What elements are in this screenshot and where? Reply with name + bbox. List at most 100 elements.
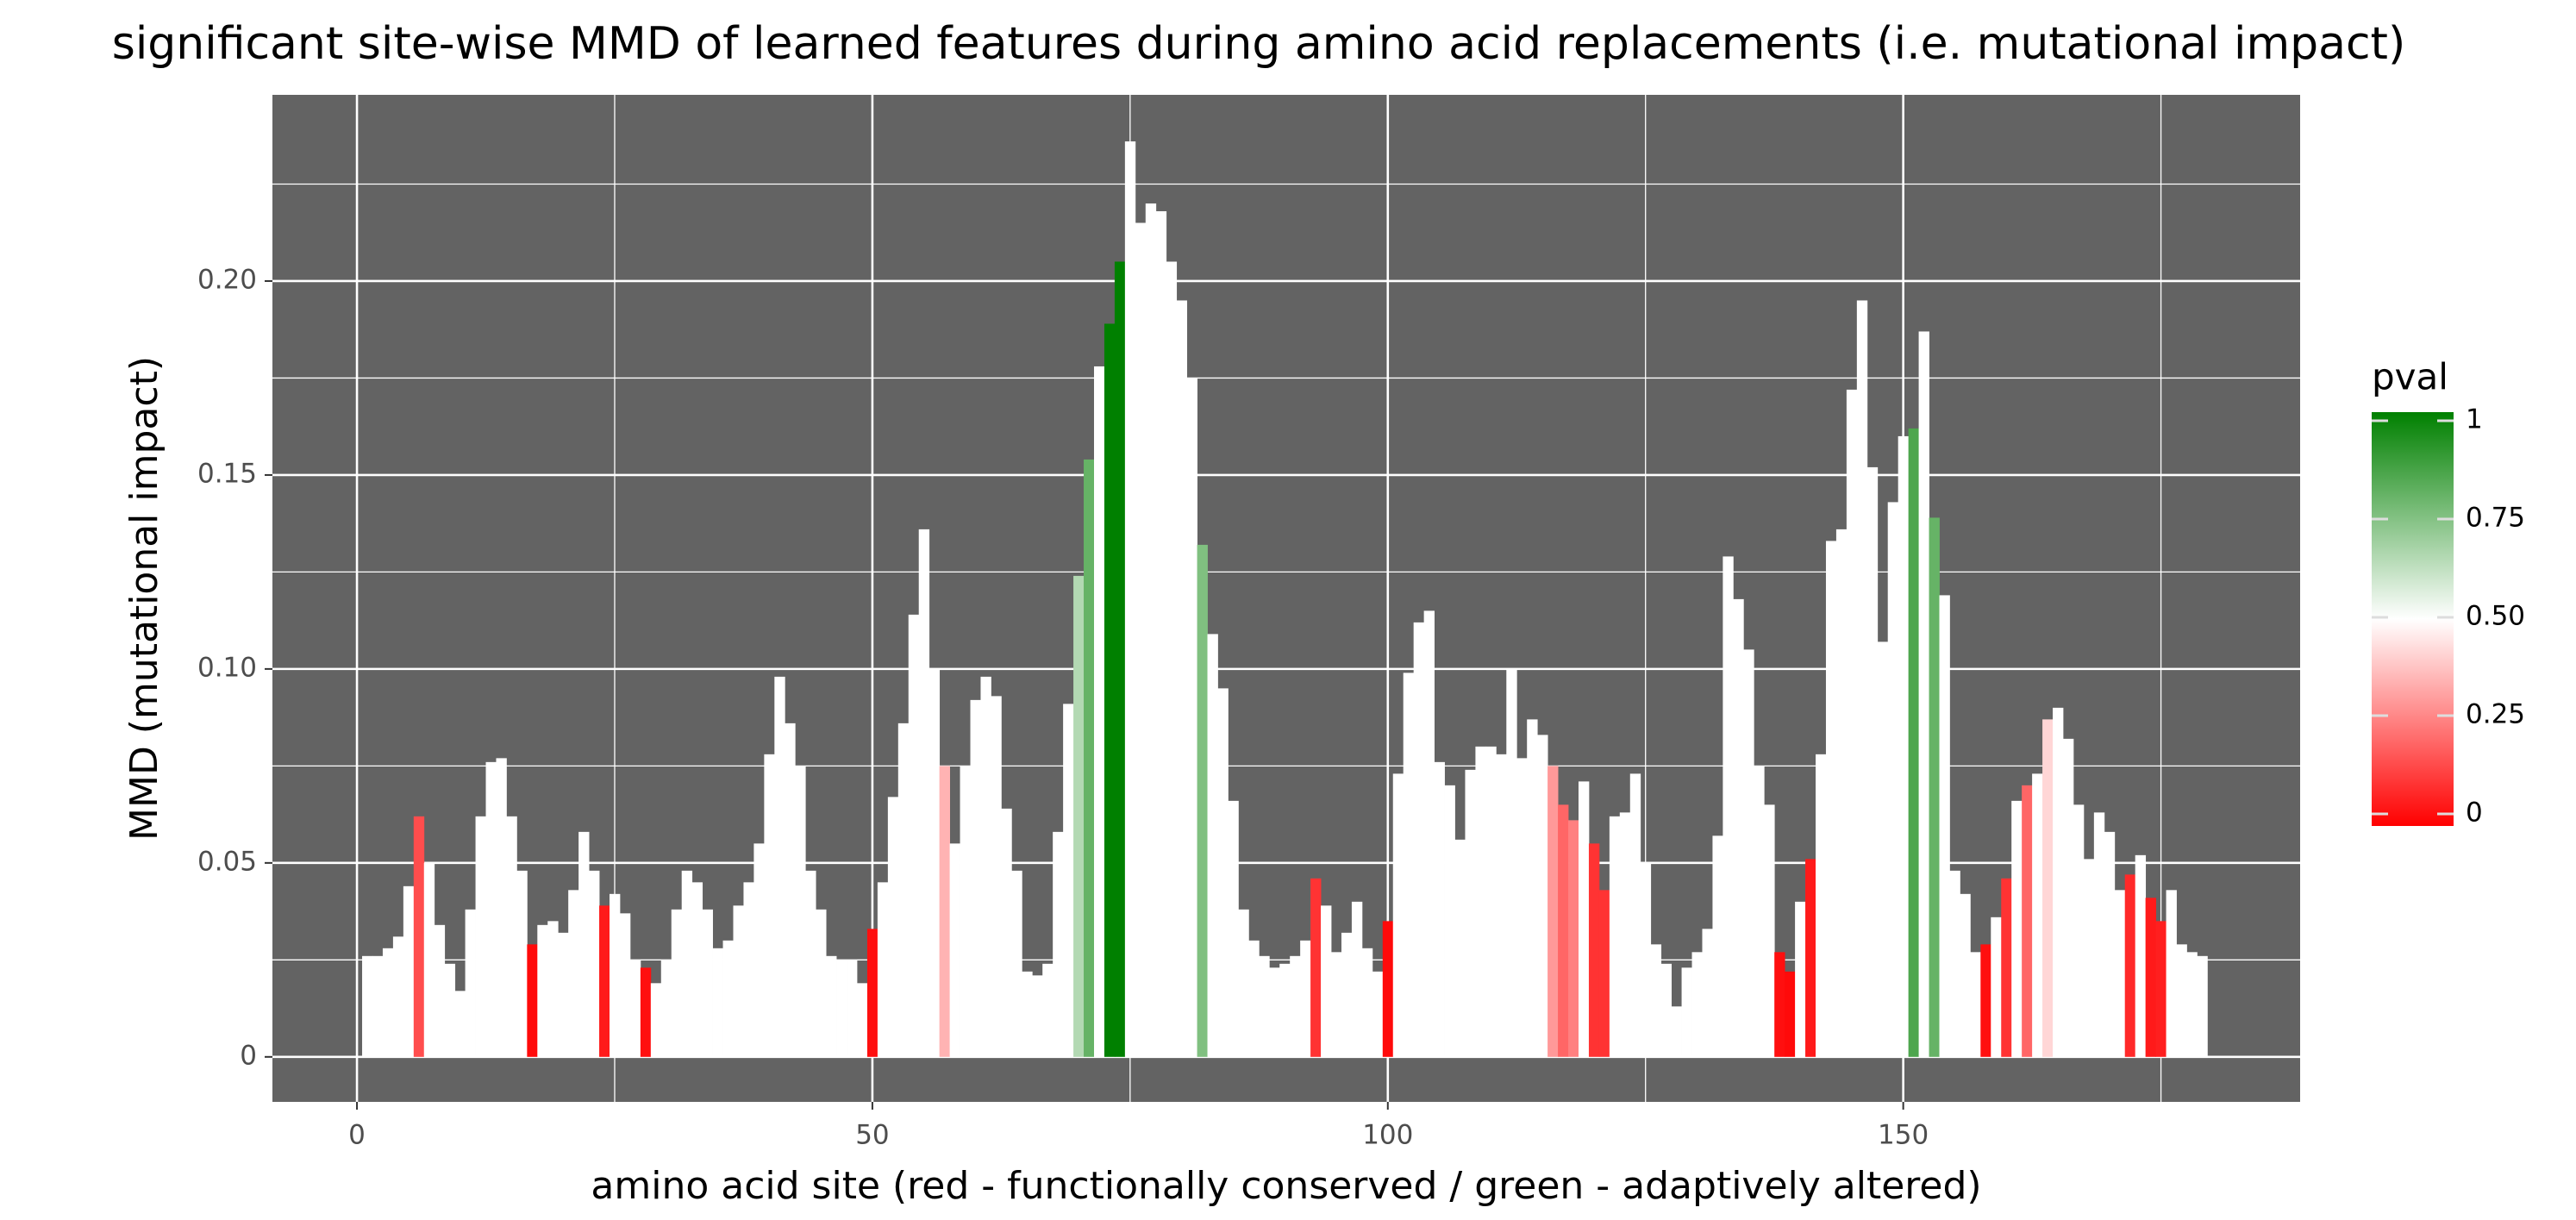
- bar: [2001, 878, 2012, 1057]
- y-tick-label: 0: [240, 1040, 257, 1071]
- bar: [506, 816, 517, 1057]
- bar: [1372, 971, 1384, 1057]
- bar: [785, 723, 796, 1057]
- bar: [722, 940, 734, 1057]
- bar: [2083, 859, 2095, 1057]
- bar: [1310, 878, 1322, 1057]
- bar: [1114, 261, 1126, 1057]
- bar: [1042, 963, 1054, 1057]
- bar: [382, 948, 394, 1057]
- bar: [1887, 502, 1899, 1057]
- bar: [1238, 909, 1249, 1057]
- bar: [764, 754, 775, 1057]
- bar: [866, 929, 878, 1057]
- bar: [1207, 634, 1218, 1057]
- bar: [392, 936, 404, 1057]
- bar: [1691, 952, 1703, 1057]
- legend-tick-label: 0: [2466, 798, 2483, 829]
- bar: [1382, 921, 1394, 1057]
- bar: [2011, 800, 2023, 1057]
- bar: [877, 882, 889, 1057]
- legend-tick-label: 0.50: [2466, 601, 2525, 632]
- bar: [1723, 556, 1734, 1057]
- bar: [2032, 773, 2043, 1057]
- bar: [1598, 890, 1610, 1057]
- bar: [1290, 955, 1301, 1057]
- bar: [1361, 948, 1373, 1057]
- legend-tick-label: 0.75: [2466, 503, 2525, 534]
- bar: [826, 955, 837, 1057]
- bar: [1413, 622, 1425, 1057]
- bar: [980, 676, 991, 1057]
- bar: [1269, 967, 1280, 1057]
- bar: [1754, 766, 1765, 1057]
- bar: [1939, 595, 1950, 1057]
- legend-title: pval: [2372, 356, 2448, 398]
- bar: [1496, 754, 1507, 1057]
- bar: [712, 948, 723, 1057]
- bar: [1866, 466, 1879, 1057]
- bar: [1918, 331, 1929, 1057]
- bar: [1197, 544, 1208, 1057]
- bar: [1929, 517, 1940, 1057]
- bar: [1619, 812, 1631, 1057]
- bar: [702, 909, 713, 1057]
- bar: [805, 870, 816, 1057]
- bar: [733, 905, 744, 1057]
- bar: [629, 960, 641, 1057]
- bar: [1145, 203, 1157, 1057]
- bar: [939, 766, 950, 1057]
- bar: [1712, 835, 1723, 1057]
- bar: [372, 955, 384, 1057]
- bar: [1063, 704, 1074, 1057]
- bar: [1588, 843, 1600, 1057]
- bar: [423, 862, 435, 1057]
- bar: [1816, 754, 1827, 1057]
- bar: [1053, 831, 1064, 1057]
- bar: [1846, 389, 1858, 1057]
- bar: [1011, 870, 1022, 1057]
- bar: [1764, 804, 1775, 1057]
- bar: [795, 766, 806, 1057]
- bar: [1084, 459, 1095, 1057]
- bar: [1392, 773, 1404, 1057]
- bar: [960, 766, 971, 1057]
- bar: [753, 843, 765, 1057]
- bar: [2022, 785, 2033, 1057]
- bar: [1434, 761, 1445, 1057]
- bar: [527, 944, 538, 1057]
- bar: [928, 668, 941, 1057]
- bar: [2073, 804, 2085, 1057]
- colorbar: [2372, 412, 2454, 826]
- bar: [1527, 719, 1538, 1057]
- bar: [1908, 428, 1919, 1057]
- bar: [434, 924, 446, 1057]
- bar: [496, 758, 507, 1057]
- bar: [1650, 944, 1662, 1057]
- bar: [1991, 917, 2002, 1057]
- bar: [847, 960, 858, 1057]
- bar: [1279, 963, 1291, 1057]
- bar: [516, 870, 528, 1057]
- bar: [1300, 940, 1311, 1057]
- y-tick-label: 0.15: [197, 458, 257, 489]
- bar: [897, 723, 910, 1057]
- bar: [1774, 952, 1785, 1057]
- bar: [908, 614, 920, 1057]
- bar: [743, 882, 754, 1057]
- bar: [1702, 929, 1713, 1057]
- bar: [2145, 898, 2156, 1057]
- bar: [362, 955, 373, 1057]
- bar: [2093, 812, 2105, 1057]
- bar: [2124, 874, 2136, 1057]
- bar: [1960, 893, 1971, 1057]
- bar: [403, 885, 415, 1057]
- bar: [1856, 300, 1868, 1057]
- bar: [1547, 766, 1559, 1057]
- bar: [1135, 222, 1147, 1057]
- y-axis-label: MMD (mutational impact): [122, 356, 166, 841]
- bar: [1475, 746, 1486, 1057]
- legend-tick-label: 0.25: [2466, 699, 2525, 730]
